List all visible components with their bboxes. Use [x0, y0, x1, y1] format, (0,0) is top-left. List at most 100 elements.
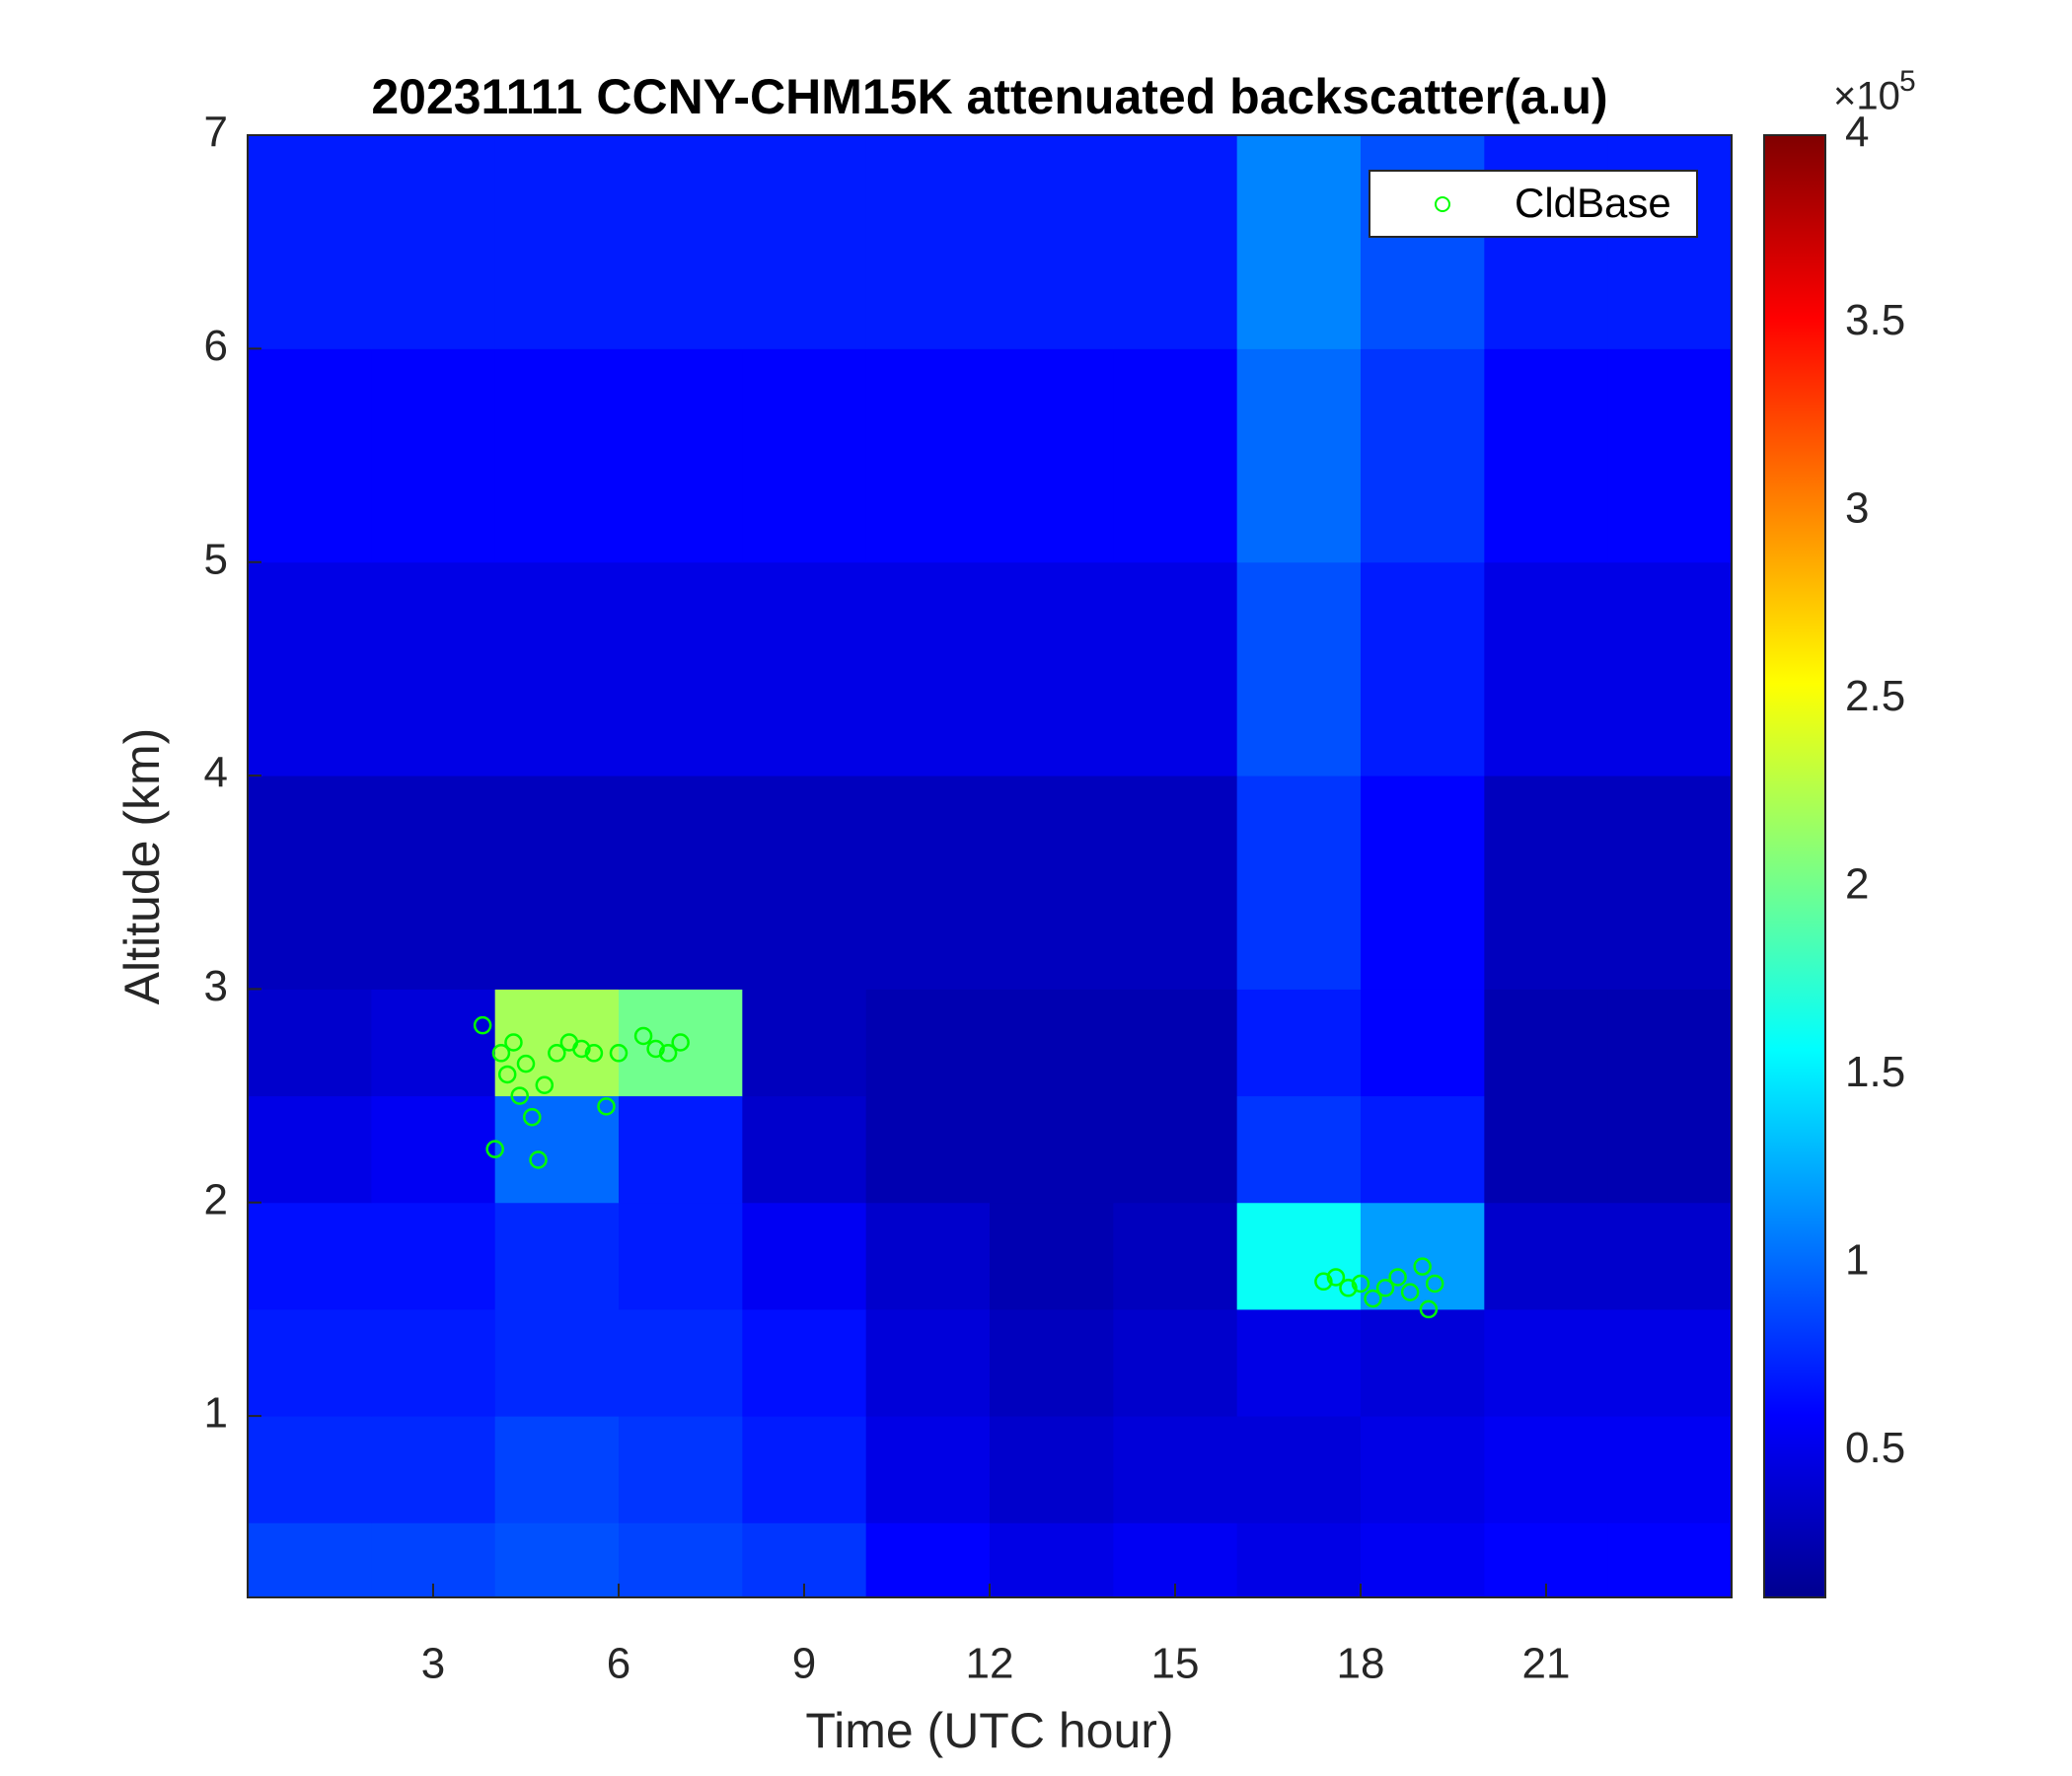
- y-tick-label: 6: [204, 322, 228, 370]
- heat-cell: [1113, 1416, 1238, 1523]
- heat-cell: [248, 135, 372, 349]
- heat-cell: [371, 561, 496, 777]
- cloud-base-point: [646, 1039, 665, 1059]
- heat-cell: [619, 1095, 743, 1204]
- heat-cell: [1113, 1202, 1238, 1310]
- cloud-base-point: [633, 1026, 653, 1046]
- cloud-base-point: [516, 1054, 536, 1073]
- heat-cell: [1607, 1416, 1733, 1523]
- heat-cell: [1236, 561, 1362, 777]
- heat-cell: [1236, 1416, 1362, 1523]
- y-tick-label: 5: [204, 535, 228, 583]
- cloud-base-point: [1375, 1279, 1395, 1297]
- heat-cell: [1236, 1522, 1362, 1598]
- heat-cell: [1236, 1308, 1362, 1417]
- heat-cell: [1607, 561, 1733, 777]
- colorbar-exponent: 5: [1899, 65, 1916, 98]
- y-tick-label: 3: [204, 962, 228, 1010]
- heat-cell: [865, 1416, 991, 1523]
- heat-cell: [1236, 776, 1362, 990]
- heat-cell: [742, 1308, 867, 1417]
- cloud-base-point: [609, 1044, 629, 1063]
- cloud-base-point: [504, 1033, 523, 1052]
- heat-cell: [1484, 1416, 1609, 1523]
- heat-cell: [248, 348, 372, 563]
- heat-cell: [1361, 1202, 1485, 1310]
- heat-cell: [494, 1522, 620, 1598]
- cloud-base-point: [584, 1044, 604, 1063]
- heat-cell: [1607, 1095, 1733, 1204]
- heat-cell: [494, 1095, 620, 1204]
- heat-cell: [1361, 989, 1485, 1097]
- y-tick-label: 1: [204, 1389, 228, 1438]
- cloud-base-point: [1400, 1283, 1420, 1301]
- cloud-base-point: [510, 1086, 529, 1105]
- heat-cell: [865, 348, 991, 563]
- heat-cell: [1484, 1202, 1609, 1310]
- cloud-base-point: [658, 1044, 678, 1063]
- heat-cell: [742, 1202, 867, 1310]
- x-tick-label: 3: [421, 1640, 445, 1688]
- x-tick-label: 15: [1151, 1640, 1200, 1688]
- legend: CldBase: [1369, 170, 1698, 238]
- heat-cell: [248, 1308, 372, 1417]
- heat-cell: [1607, 1202, 1733, 1310]
- x-tick-label: 9: [792, 1640, 816, 1688]
- heat-cell: [1236, 1095, 1362, 1204]
- heat-cell: [619, 776, 743, 990]
- cloud-base-points: [473, 1015, 1444, 1319]
- heat-cell: [248, 1095, 372, 1204]
- cloud-base-point: [1314, 1272, 1333, 1292]
- colorbar-tick-label: 2.5: [1845, 672, 1905, 720]
- heat-cell: [1361, 348, 1485, 563]
- heat-cell: [865, 1522, 991, 1598]
- heat-cell: [494, 1308, 620, 1417]
- colorbar-tick-label: 0.5: [1845, 1424, 1905, 1472]
- y-tick-label: 4: [204, 749, 228, 797]
- heat-cell: [865, 1202, 991, 1310]
- cloud-base-point: [497, 1065, 517, 1084]
- heat-cell: [1236, 348, 1362, 563]
- x-tick-label: 12: [966, 1640, 1014, 1688]
- heat-cell: [1484, 348, 1609, 563]
- heat-cell: [248, 1522, 372, 1598]
- heat-cell: [1484, 561, 1609, 777]
- heat-cell: [619, 1202, 743, 1310]
- heat-cell: [742, 989, 867, 1097]
- heat-cell: [619, 1416, 743, 1523]
- heat-cell: [990, 989, 1114, 1097]
- heat-cell: [990, 1095, 1114, 1204]
- heat-cell: [865, 1308, 991, 1417]
- cloud-base-point: [485, 1140, 504, 1158]
- cloud-base-point: [671, 1033, 690, 1052]
- heat-cell: [1484, 1095, 1609, 1204]
- heat-cell: [1484, 776, 1609, 990]
- cloud-base-point: [1425, 1274, 1444, 1294]
- heat-cell: [1607, 989, 1733, 1097]
- cloud-base-point: [548, 1044, 566, 1063]
- heat-cell: [1236, 989, 1362, 1097]
- heat-cell: [742, 561, 867, 777]
- heat-cell: [742, 1095, 867, 1204]
- cloud-base-point: [1339, 1279, 1358, 1297]
- heat-cell: [1361, 1522, 1485, 1598]
- heat-cell: [371, 776, 496, 990]
- cloud-base-point: [1351, 1274, 1370, 1294]
- heat-cell: [865, 135, 991, 349]
- heat-cell: [742, 348, 867, 563]
- heat-cell: [371, 1095, 496, 1204]
- heat-cell: [742, 1416, 867, 1523]
- heat-cell: [1607, 1522, 1733, 1598]
- heat-cell: [1361, 1308, 1485, 1417]
- y-tick-label: 2: [204, 1175, 228, 1223]
- heat-cell: [619, 348, 743, 563]
- heat-cell: [1113, 561, 1238, 777]
- heat-cell: [1607, 348, 1733, 563]
- heat-cell: [371, 1202, 496, 1310]
- heat-cell: [990, 1308, 1114, 1417]
- heat-cell: [494, 348, 620, 563]
- heat-cell: [371, 135, 496, 349]
- heat-cell: [1361, 1416, 1485, 1523]
- heat-cell: [1607, 135, 1733, 349]
